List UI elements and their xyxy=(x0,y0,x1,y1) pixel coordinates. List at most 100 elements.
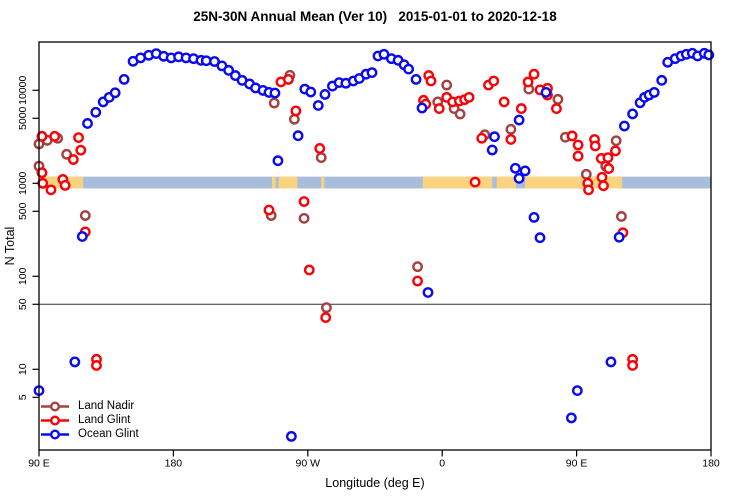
plot-frame xyxy=(38,41,712,451)
data-point xyxy=(613,231,625,243)
land-band-segment xyxy=(278,176,298,189)
data-point xyxy=(410,73,422,85)
x-tick-label: 0 xyxy=(439,458,445,470)
y-tick-label: 500 xyxy=(17,202,29,220)
y-axis-label: N Total xyxy=(3,226,17,266)
x-axis-label: Longitude (deg E) xyxy=(325,476,425,490)
data-point xyxy=(416,102,428,114)
data-point xyxy=(433,103,445,114)
data-point xyxy=(412,261,423,273)
data-point xyxy=(566,130,578,142)
data-point xyxy=(454,108,466,120)
legend-item-land-glint: Land Glint xyxy=(41,413,139,427)
y-tick-label: 5000 xyxy=(17,106,29,130)
data-point xyxy=(118,73,130,85)
data-point xyxy=(583,184,594,196)
data-point xyxy=(441,79,453,91)
data-point xyxy=(602,152,614,163)
y-tick-label: 50 xyxy=(17,298,29,310)
legend: Land Nadir Land Glint Ocean Glint xyxy=(41,399,139,441)
data-point xyxy=(596,171,608,183)
data-point xyxy=(610,135,622,147)
data-point xyxy=(37,177,49,189)
data-point xyxy=(589,140,601,152)
data-point xyxy=(618,120,630,132)
data-point xyxy=(656,74,668,86)
data-point xyxy=(59,179,71,191)
data-point xyxy=(571,385,583,397)
y-tick-label: 100 xyxy=(17,267,29,285)
data-point xyxy=(73,132,84,144)
data-point xyxy=(303,264,315,276)
data-point xyxy=(298,196,310,207)
legend-circle-icon xyxy=(49,429,60,439)
data-point xyxy=(319,89,331,100)
ocean-band xyxy=(39,176,711,189)
data-point xyxy=(45,184,57,196)
data-point xyxy=(285,430,297,442)
data-point xyxy=(486,144,498,156)
legend-circle-icon xyxy=(49,415,60,425)
data-point xyxy=(292,130,304,142)
data-point xyxy=(498,96,510,108)
data-point xyxy=(522,76,534,88)
data-point xyxy=(513,172,525,184)
data-point xyxy=(314,143,326,154)
data-point xyxy=(82,118,93,129)
land-glint-marker-icon xyxy=(41,415,69,425)
data-point xyxy=(540,87,552,98)
data-point xyxy=(605,356,617,368)
data-point xyxy=(69,356,81,368)
legend-label: Ocean Glint xyxy=(78,428,139,440)
land-band-segment xyxy=(422,176,493,189)
data-point xyxy=(290,105,302,117)
legend-label: Land Glint xyxy=(78,414,131,426)
data-point xyxy=(627,360,638,371)
y-tick-label: 5 xyxy=(17,394,29,400)
data-point xyxy=(422,287,434,298)
data-point xyxy=(272,155,284,167)
x-tick-label: 90 W xyxy=(296,458,321,470)
legend-item-ocean-glint: Ocean Glint xyxy=(41,427,139,441)
legend-label: Land Nadir xyxy=(78,400,135,412)
data-point xyxy=(79,210,91,221)
land-band-segment xyxy=(271,176,276,189)
data-point xyxy=(505,134,517,145)
data-point xyxy=(488,75,500,87)
data-point xyxy=(378,48,390,60)
data-point xyxy=(366,67,378,78)
data-point xyxy=(223,64,235,76)
data-point xyxy=(321,302,332,314)
data-point xyxy=(298,212,310,224)
land-band-segment xyxy=(321,176,325,189)
data-point xyxy=(528,211,540,223)
data-point xyxy=(469,176,481,188)
data-point xyxy=(61,148,73,160)
data-point xyxy=(403,63,414,75)
x-tick-label: 180 xyxy=(702,458,720,470)
data-point xyxy=(572,139,584,151)
data-point xyxy=(268,97,280,109)
data-point xyxy=(489,131,500,143)
chart-title: 25N-30N Annual Mean (Ver 10) 2015-01-01 … xyxy=(193,9,557,24)
data-point xyxy=(282,73,294,85)
data-point xyxy=(565,412,577,424)
data-point xyxy=(610,145,621,157)
data-point xyxy=(109,87,121,99)
data-point xyxy=(534,232,546,244)
data-point xyxy=(513,114,525,126)
data-point xyxy=(598,180,609,192)
data-point xyxy=(551,103,562,114)
y-tick-label: 10 xyxy=(17,363,29,375)
data-point xyxy=(603,163,615,174)
data-point xyxy=(519,165,531,177)
land-band-segment xyxy=(525,176,623,189)
data-point xyxy=(463,91,475,103)
data-point xyxy=(572,150,584,162)
data-point xyxy=(703,49,715,61)
land-nadir-marker-icon xyxy=(41,401,69,411)
land-band-segment xyxy=(496,176,517,189)
data-point xyxy=(288,113,300,125)
